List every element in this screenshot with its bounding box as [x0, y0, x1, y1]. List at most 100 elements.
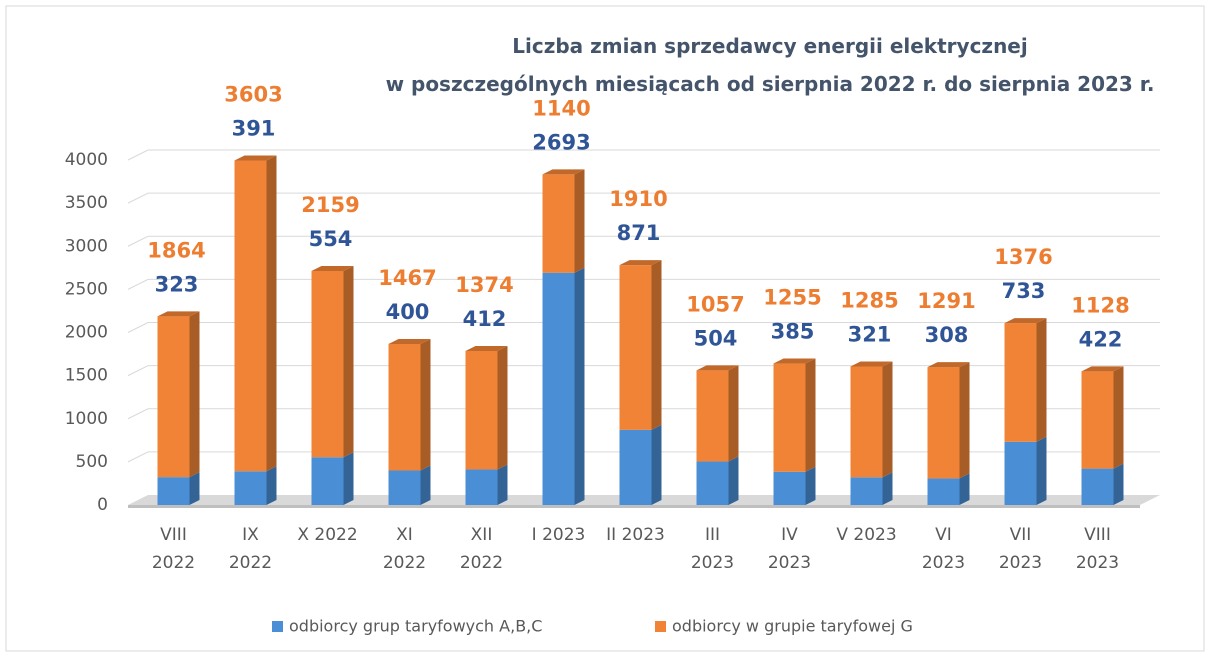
- bar-side: [343, 452, 354, 505]
- value-label: 554: [309, 227, 353, 251]
- bar-segment: [619, 265, 652, 430]
- value-label: 1285: [840, 288, 898, 312]
- bar-top: [157, 311, 200, 317]
- bar-side: [266, 466, 277, 505]
- bar-segment: [234, 160, 267, 472]
- bar-top: [542, 169, 585, 175]
- value-label: 504: [694, 326, 738, 350]
- bar-side: [882, 472, 893, 505]
- value-label: 412: [463, 307, 507, 331]
- value-label: 1255: [763, 286, 821, 310]
- bar-segment: [234, 471, 267, 505]
- value-label: 2693: [532, 130, 590, 154]
- y-tick-label: 2000: [65, 323, 108, 343]
- bar-side: [420, 338, 431, 471]
- bar-segment: [1004, 441, 1037, 505]
- bar-top: [388, 338, 431, 344]
- value-label: 1057: [686, 292, 744, 316]
- bar-side: [189, 472, 200, 505]
- value-label: 1910: [609, 187, 667, 211]
- grid-line: [127, 235, 1160, 247]
- bar-side: [651, 260, 662, 430]
- bar-segment: [542, 272, 575, 505]
- value-label: 391: [232, 117, 276, 141]
- x-tick-label: X 2022: [297, 525, 357, 545]
- bar-segment: [1004, 323, 1037, 442]
- bar-segment: [619, 429, 652, 505]
- value-label: 1376: [994, 245, 1052, 269]
- bar-side: [420, 465, 431, 505]
- grid-line: [127, 408, 1160, 420]
- legend-label: odbiorcy grup taryfowych A,B,C: [289, 617, 542, 636]
- bar-segment: [927, 478, 960, 505]
- bar-side: [1113, 366, 1124, 469]
- value-label: 733: [1002, 279, 1046, 303]
- x-tick-label: VIII 2022: [152, 525, 195, 573]
- bar-side: [959, 362, 970, 479]
- bar-top: [1081, 366, 1124, 372]
- y-tick-label: 1000: [65, 409, 108, 429]
- value-label: 2159: [301, 193, 359, 217]
- x-tick-label: VII 2023: [999, 525, 1042, 573]
- grid-line: [127, 365, 1160, 377]
- grid-line: [127, 278, 1160, 290]
- chart-title: Liczba zmian sprzedawcy energii elektryc…: [386, 34, 1155, 96]
- y-tick-label: 1500: [65, 366, 108, 386]
- bar-side: [805, 358, 816, 472]
- value-label: 1140: [532, 96, 590, 120]
- bar-segment: [696, 370, 729, 462]
- bar-side: [651, 424, 662, 505]
- bar-segment: [773, 363, 806, 472]
- value-label: 321: [848, 322, 892, 346]
- bar-side: [574, 169, 585, 273]
- value-label: 1128: [1071, 293, 1129, 317]
- value-label: 871: [617, 221, 661, 245]
- x-tick-label: V 2023: [836, 525, 896, 545]
- bar-segment: [850, 366, 883, 478]
- y-tick-label: 4000: [65, 150, 108, 170]
- x-tick-label: IV 2023: [768, 525, 811, 573]
- bar-side: [497, 464, 508, 505]
- bar-top: [619, 260, 662, 266]
- bar-side: [343, 266, 354, 458]
- legend-swatch: [272, 621, 283, 632]
- x-tick-label: I 2023: [532, 525, 586, 545]
- x-tick-label: VI 2023: [922, 525, 965, 573]
- legend-swatch: [655, 621, 666, 632]
- x-tick-label: XII 2022: [460, 525, 503, 573]
- floor-edge: [128, 505, 1140, 508]
- x-tick-label: II 2023: [606, 525, 665, 545]
- bar-top: [850, 361, 893, 367]
- value-label: 1291: [917, 289, 975, 313]
- bar-side: [1036, 436, 1047, 505]
- bar-side: [882, 361, 893, 478]
- grid-line: [127, 149, 1160, 161]
- bar-segment: [1081, 468, 1114, 505]
- bar-segment: [773, 471, 806, 505]
- bar-top: [696, 365, 739, 371]
- bar-side: [805, 466, 816, 505]
- value-label: 308: [925, 323, 969, 347]
- bar-top: [773, 358, 816, 364]
- value-label: 3603: [224, 83, 282, 107]
- y-tick-label: 3000: [65, 236, 108, 256]
- bar-segment: [927, 367, 960, 479]
- y-tick-label: 2500: [65, 279, 108, 299]
- y-tick-label: 500: [76, 452, 108, 472]
- x-tick-label: VIII 2023: [1076, 525, 1119, 573]
- bar-side: [1036, 318, 1047, 442]
- grid-line: [127, 451, 1160, 463]
- bar-side: [728, 365, 739, 462]
- value-label: 1374: [455, 273, 513, 297]
- bar-top: [1004, 318, 1047, 324]
- value-label: 385: [771, 320, 815, 344]
- bar-segment: [465, 350, 498, 470]
- bar-side: [574, 267, 585, 505]
- bar-segment: [388, 470, 421, 505]
- bar-side: [728, 456, 739, 505]
- bar-top: [311, 266, 354, 272]
- grid-line: [127, 322, 1160, 333]
- bar-segment: [1081, 371, 1114, 469]
- value-label: 422: [1079, 327, 1123, 351]
- y-tick-label: 0: [97, 495, 108, 515]
